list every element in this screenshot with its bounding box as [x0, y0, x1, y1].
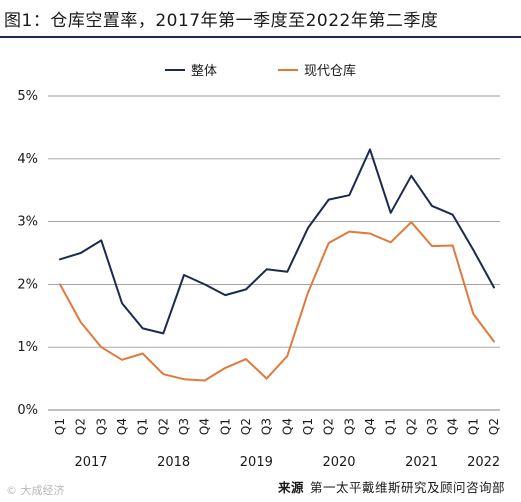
x-tick-label-18: Q3 [425, 418, 439, 435]
year-label-2018: 2018 [157, 455, 190, 470]
legend-item-modern: 现代仓库 [278, 60, 356, 79]
title-rule [0, 36, 521, 38]
series-line-0 [59, 148, 495, 335]
x-tick-label-20: Q1 [466, 418, 480, 435]
x-tick-label-16: Q1 [384, 418, 398, 435]
x-tick-label-2: Q3 [94, 418, 108, 435]
x-tick-label-3: Q4 [115, 418, 129, 435]
y-tick-label-2: 2% [17, 277, 38, 292]
y-tick-label-4: 4% [17, 152, 38, 167]
series-line-1 [59, 221, 495, 382]
legend-label-modern: 现代仓库 [304, 64, 357, 79]
legend-item-overall: 整体 [165, 60, 217, 79]
y-tick-label-3: 3% [17, 215, 38, 230]
legend-swatch-overall [165, 68, 185, 71]
x-tick-label-6: Q3 [177, 418, 191, 435]
year-label-2020: 2020 [322, 455, 355, 470]
source-note: 来源 第一太平戴维斯研究及顾问咨询部 [278, 477, 505, 496]
chart-title: 图1：仓库空置率，2017年第一季度至2022年第二季度 [4, 11, 439, 31]
source-text: 第一太平戴维斯研究及顾问咨询部 [309, 480, 505, 495]
y-tick-label-1: 1% [17, 340, 38, 355]
y-tick-label-0: 0% [17, 403, 38, 418]
x-tick-label-14: Q3 [342, 418, 356, 435]
year-label-2019: 2019 [240, 455, 273, 470]
x-tick-label-7: Q4 [198, 418, 212, 435]
watermark: © 大成经济 [6, 484, 65, 497]
x-tick-label-1: Q2 [74, 418, 88, 435]
x-tick-label-4: Q1 [136, 418, 150, 435]
x-tick-label-21: Q2 [487, 418, 501, 435]
legend-label-overall: 整体 [191, 64, 218, 79]
y-tick-label-5: 5% [17, 89, 38, 104]
x-tick-label-13: Q2 [322, 418, 336, 435]
year-label-2017: 2017 [74, 455, 107, 470]
x-tick-label-15: Q4 [363, 418, 377, 435]
x-tick-label-17: Q2 [404, 418, 418, 435]
x-tick-label-8: Q1 [218, 418, 232, 435]
legend: 整体 现代仓库 [0, 60, 521, 82]
year-label-2021: 2021 [405, 455, 438, 470]
x-tick-label-12: Q1 [301, 418, 315, 435]
year-label-2022: 2022 [467, 455, 500, 470]
x-tick-label-10: Q3 [260, 418, 274, 435]
x-tick-label-0: Q1 [53, 418, 67, 435]
x-tick-label-9: Q2 [239, 418, 253, 435]
x-tick-label-11: Q4 [280, 418, 294, 435]
legend-swatch-modern [278, 68, 298, 71]
source-prefix: 来源 [277, 480, 304, 495]
x-tick-label-5: Q2 [156, 418, 170, 435]
x-tick-label-19: Q4 [446, 418, 460, 435]
